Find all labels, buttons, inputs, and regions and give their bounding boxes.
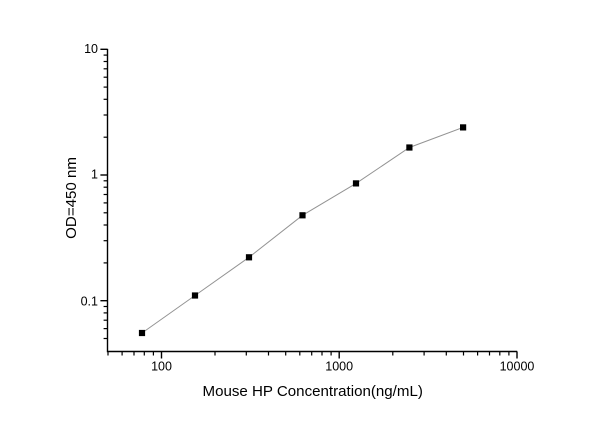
svg-text:Mouse HP Concentration(ng/mL): Mouse HP Concentration(ng/mL) xyxy=(203,383,423,400)
svg-text:OD=450 nm: OD=450 nm xyxy=(63,157,80,239)
svg-text:10000: 10000 xyxy=(500,360,535,374)
svg-text:0.1: 0.1 xyxy=(81,294,98,308)
svg-text:100: 100 xyxy=(151,360,172,374)
svg-text:10: 10 xyxy=(84,42,98,56)
svg-text:1000: 1000 xyxy=(325,360,353,374)
svg-text:1: 1 xyxy=(91,167,98,181)
